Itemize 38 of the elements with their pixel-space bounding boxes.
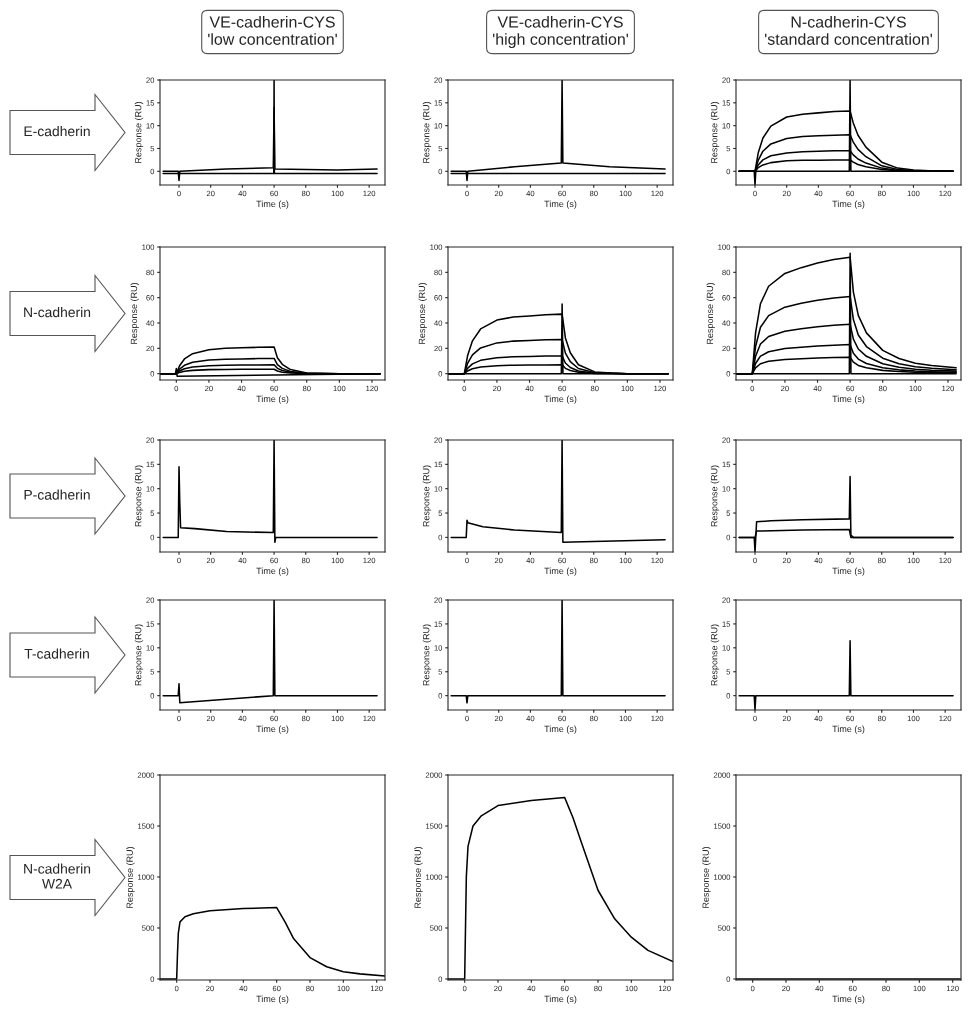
x-axis-title: Time (s): [832, 567, 865, 576]
y-axis-title: Response (RU): [414, 846, 423, 908]
x-axis-title: Time (s): [832, 995, 865, 1004]
x-axis-title: Time (s): [832, 200, 865, 209]
y-axis-title: Response (RU): [422, 465, 432, 527]
x-axis-title: Time (s): [544, 200, 577, 209]
y-axis-title: Response (RU): [418, 282, 427, 344]
x-axis-title: Time (s): [256, 995, 289, 1004]
text: T-cadherin: [24, 648, 89, 659]
x-axis-title: Time (s): [256, 725, 289, 734]
chart-title: N-cadherin-CYS 'standard concentration': [765, 15, 932, 45]
x-axis-title: Time (s): [832, 725, 865, 734]
y-axis-title: Response (RU): [126, 846, 135, 908]
chart-title: VE-cadherin-CYS 'high concentration': [493, 15, 629, 49]
y-axis-title: Response (RU): [134, 101, 144, 163]
x-axis-title: Time (s): [544, 995, 577, 1004]
text: E-cadherin: [24, 126, 90, 137]
y-axis-title: Response (RU): [702, 846, 711, 908]
y-axis-title: Response (RU): [130, 282, 139, 344]
x-axis-title: Time (s): [544, 567, 577, 576]
y-axis-title: Response (RU): [706, 282, 715, 344]
y-axis-title: Response (RU): [710, 624, 720, 686]
text: N-cadherin: [24, 307, 91, 318]
y-axis-title: Response (RU): [134, 624, 144, 686]
y-axis-title: Response (RU): [422, 624, 432, 686]
text: N-cadherin W2A: [24, 863, 91, 889]
y-axis-title: Response (RU): [710, 101, 720, 163]
text: P-cadherin: [24, 489, 90, 500]
x-axis-title: Time (s): [544, 395, 577, 404]
y-axis-title: Response (RU): [422, 101, 432, 163]
y-axis-title: Response (RU): [710, 465, 720, 527]
chart-title: VE-cadherin-CYS 'low concentration': [208, 15, 337, 45]
x-axis-title: Time (s): [256, 395, 289, 404]
x-axis-title: Time (s): [832, 395, 865, 404]
y-axis-title: Response (RU): [134, 465, 144, 527]
x-axis-title: Time (s): [256, 567, 289, 576]
x-axis-title: Time (s): [256, 200, 289, 209]
x-axis-title: Time (s): [544, 725, 577, 734]
